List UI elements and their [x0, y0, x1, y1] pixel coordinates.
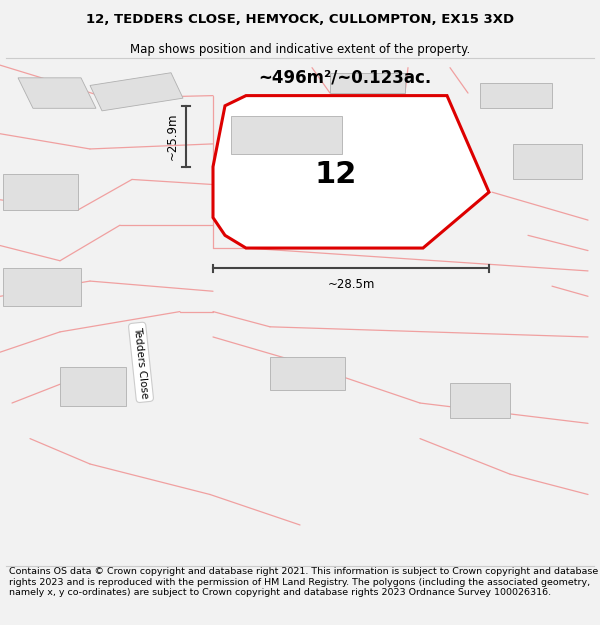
Text: ~25.9m: ~25.9m	[166, 112, 179, 160]
Polygon shape	[480, 83, 552, 108]
Text: 12, TEDDERS CLOSE, HEMYOCK, CULLOMPTON, EX15 3XD: 12, TEDDERS CLOSE, HEMYOCK, CULLOMPTON, …	[86, 12, 514, 26]
Text: ~496m²/~0.123ac.: ~496m²/~0.123ac.	[258, 69, 431, 87]
Polygon shape	[450, 382, 510, 418]
Polygon shape	[270, 357, 345, 391]
Text: Contains OS data © Crown copyright and database right 2021. This information is : Contains OS data © Crown copyright and d…	[9, 568, 598, 598]
Polygon shape	[3, 174, 78, 210]
Polygon shape	[3, 268, 81, 306]
Polygon shape	[90, 72, 183, 111]
Polygon shape	[18, 78, 96, 108]
Text: Tedders Close: Tedders Close	[132, 326, 150, 399]
Polygon shape	[60, 368, 126, 406]
Polygon shape	[330, 72, 405, 93]
Polygon shape	[213, 96, 489, 248]
Polygon shape	[513, 144, 582, 179]
Polygon shape	[231, 116, 342, 154]
Text: ~28.5m: ~28.5m	[328, 278, 374, 291]
Text: 12: 12	[315, 160, 357, 189]
Text: Map shows position and indicative extent of the property.: Map shows position and indicative extent…	[130, 43, 470, 56]
